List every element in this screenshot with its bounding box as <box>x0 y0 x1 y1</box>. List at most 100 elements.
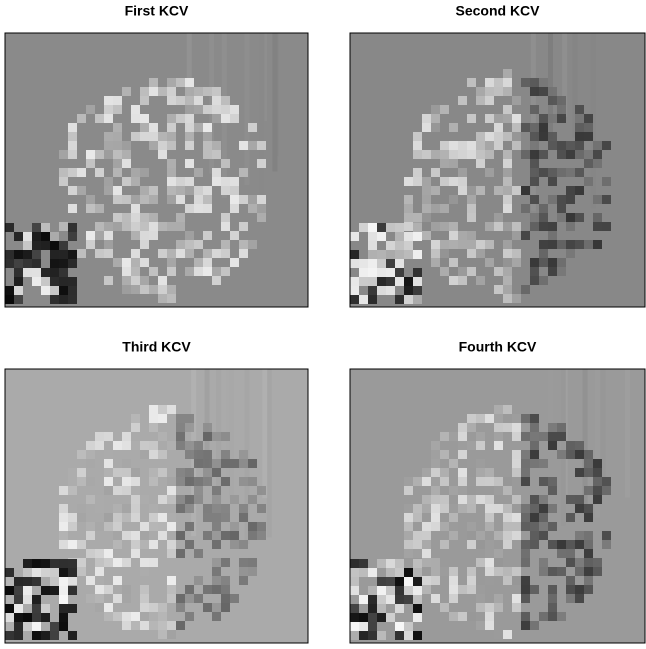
pixel <box>41 223 50 232</box>
pixel <box>503 78 512 87</box>
pixel <box>557 549 566 558</box>
pixel <box>167 621 176 630</box>
pixel <box>350 286 359 295</box>
pixel <box>32 568 41 577</box>
pixel <box>377 604 386 613</box>
pixel <box>86 105 95 114</box>
pixel <box>404 232 413 241</box>
pixel <box>140 603 149 612</box>
pixel <box>14 277 23 286</box>
pixel <box>539 522 548 531</box>
pixel <box>503 567 512 576</box>
pixel <box>212 558 221 567</box>
pixel <box>539 114 548 123</box>
pixel <box>221 240 230 249</box>
pixel <box>575 495 584 504</box>
pixel <box>494 432 503 441</box>
pixel <box>257 159 266 168</box>
panel-image <box>5 369 308 643</box>
pixel <box>68 259 77 268</box>
pixel <box>485 96 494 105</box>
pixel <box>167 267 176 276</box>
pixel <box>149 267 158 276</box>
pixel <box>422 177 431 186</box>
pixel <box>530 621 539 630</box>
pixel <box>113 186 122 195</box>
pixel <box>404 504 413 513</box>
pixel <box>476 150 485 159</box>
pixel <box>413 531 422 540</box>
pixel <box>140 495 149 504</box>
pixel <box>131 414 140 423</box>
pixel <box>476 531 485 540</box>
pixel <box>140 96 149 105</box>
pixel <box>458 150 467 159</box>
pixel <box>449 594 458 603</box>
streak <box>561 369 566 526</box>
pixel <box>68 586 77 595</box>
pixel <box>122 141 131 150</box>
pixel <box>23 577 32 586</box>
pixel <box>113 522 122 531</box>
pixel <box>512 513 521 522</box>
pixel <box>140 87 149 96</box>
pixel <box>59 150 68 159</box>
pixel <box>521 549 530 558</box>
pixel <box>185 87 194 96</box>
pixel <box>68 486 77 495</box>
pixel <box>512 294 521 303</box>
pixel <box>431 186 440 195</box>
pixel <box>41 604 50 613</box>
pixel <box>548 567 557 576</box>
pixel <box>548 231 557 240</box>
pixel <box>548 423 557 432</box>
pixel <box>212 468 221 477</box>
pixel <box>350 232 359 241</box>
pixel <box>5 286 14 295</box>
pixel <box>194 96 203 105</box>
pixel <box>530 276 539 285</box>
pixel <box>521 612 530 621</box>
pixel <box>377 631 386 640</box>
pixel <box>131 549 140 558</box>
pixel <box>395 568 404 577</box>
pixel <box>512 450 521 459</box>
pixel <box>14 286 23 295</box>
pixel <box>575 558 584 567</box>
pixel <box>530 267 539 276</box>
pixel <box>431 477 440 486</box>
pixel <box>176 249 185 258</box>
pixel <box>185 204 194 213</box>
pixel <box>95 513 104 522</box>
pixel <box>176 531 185 540</box>
pixel <box>413 595 422 604</box>
pixel <box>95 114 104 123</box>
pixel <box>50 559 59 568</box>
pixel <box>476 240 485 249</box>
pixel <box>176 495 185 504</box>
pixel <box>122 468 131 477</box>
pixel <box>203 432 212 441</box>
pixel <box>23 622 32 631</box>
pixel <box>14 250 23 259</box>
pixel <box>503 531 512 540</box>
pixel <box>494 87 503 96</box>
pixel <box>113 468 122 477</box>
pixel <box>59 559 68 568</box>
pixel <box>59 250 68 259</box>
streak <box>259 33 264 216</box>
pixel <box>185 231 194 240</box>
pixel <box>104 114 113 123</box>
pixel <box>230 105 239 114</box>
pixel <box>539 258 548 267</box>
pixel <box>176 423 185 432</box>
pixel <box>122 432 131 441</box>
pixel <box>221 249 230 258</box>
pixel <box>422 231 431 240</box>
pixel <box>185 132 194 141</box>
pixel <box>185 612 194 621</box>
pixel <box>422 576 431 585</box>
pixel <box>440 240 449 249</box>
pixel <box>368 250 377 259</box>
pixel <box>521 432 530 441</box>
